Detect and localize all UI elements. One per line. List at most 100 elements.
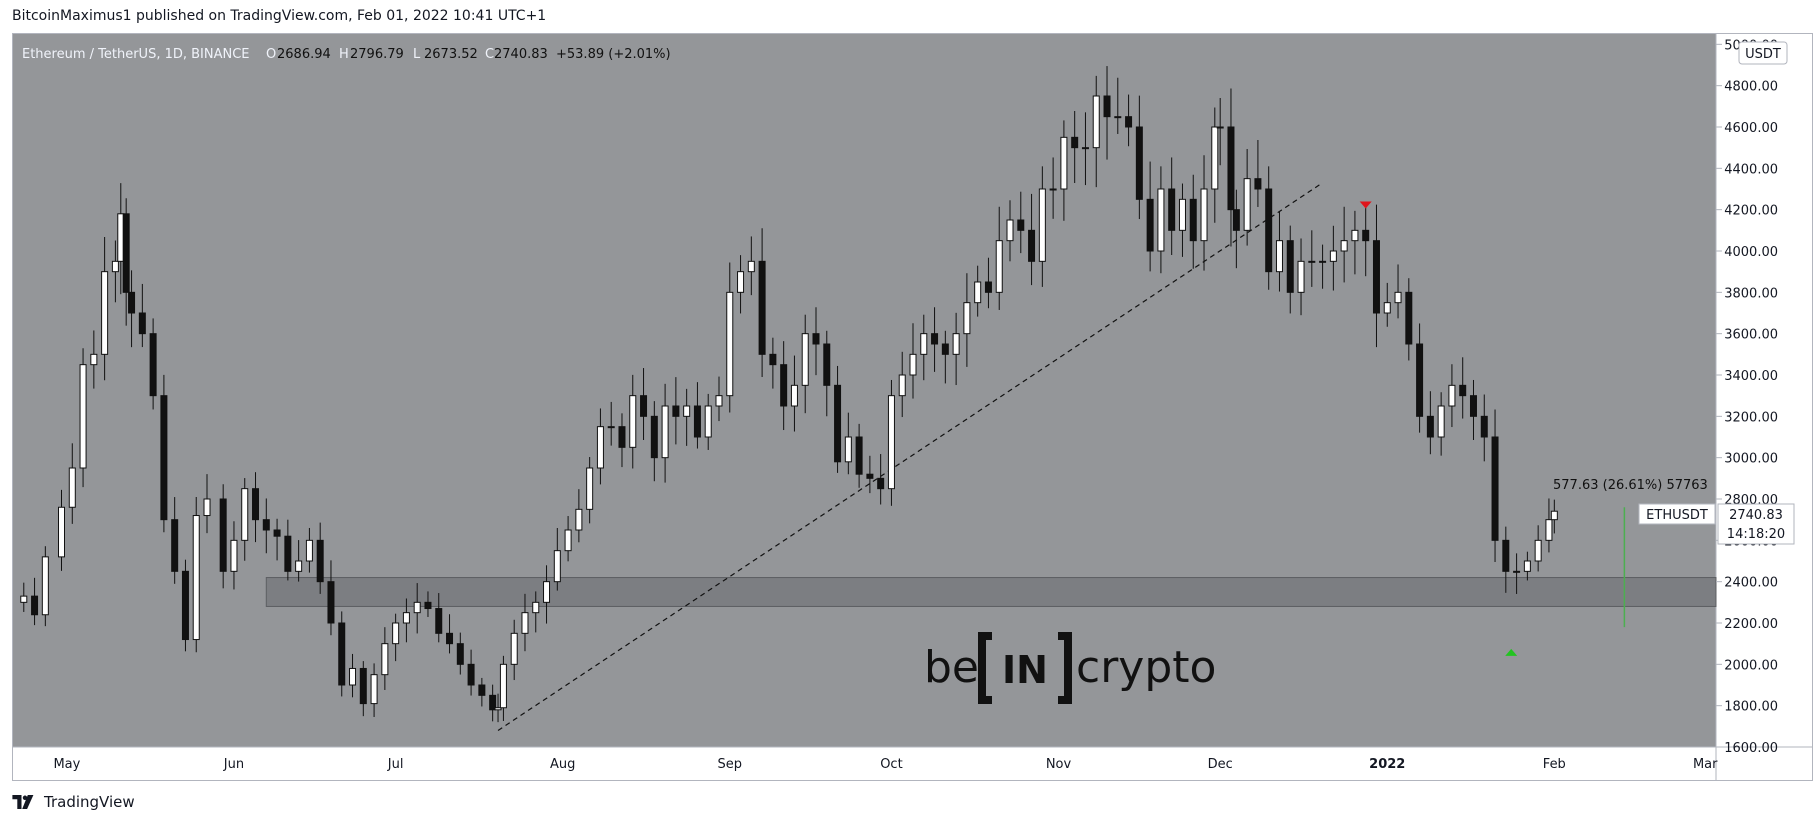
last-price-value: 2740.83 xyxy=(1729,508,1783,523)
candle-up xyxy=(203,498,211,517)
candle-up xyxy=(1038,188,1046,262)
candle-down xyxy=(316,539,324,583)
candle-up xyxy=(521,612,529,634)
legend-o-key: O xyxy=(266,47,276,62)
candle-down xyxy=(1232,209,1240,231)
tradingview-brand-text: TradingView xyxy=(44,793,135,811)
candle-down xyxy=(1135,126,1143,200)
month-tick-label: 2022 xyxy=(1369,757,1405,772)
candle-down xyxy=(171,519,179,572)
legend-c-key: C xyxy=(485,47,494,62)
candle-up xyxy=(510,632,518,665)
candle-up xyxy=(1200,188,1208,242)
candle-up xyxy=(499,663,507,709)
candle-up xyxy=(494,707,502,711)
candle-up xyxy=(790,384,798,407)
legend-o-value: 2686.94 xyxy=(277,47,331,62)
candle-down xyxy=(640,395,648,417)
candle-down xyxy=(812,333,820,345)
candle-up xyxy=(920,333,928,355)
red-down-arrow xyxy=(1359,201,1372,209)
support-zone xyxy=(265,577,1717,607)
watermark-be: be xyxy=(924,642,979,693)
candle-down xyxy=(941,343,949,355)
candle-up xyxy=(1092,95,1100,149)
candle-up xyxy=(1394,291,1402,304)
candle-down xyxy=(446,632,454,645)
time-axis[interactable]: May Jun Jul Aug Sep Oct Nov Dec 2022 Feb Mar xyxy=(53,757,1718,772)
candle-up xyxy=(586,467,594,510)
measure-label: 577.63 (26.61%) 57763 xyxy=(1553,478,1708,493)
candle-up xyxy=(402,612,410,624)
candle-up xyxy=(1351,229,1359,242)
ohlc-legend: Ethereum / TetherUS, 1D, BINANCE O 2686.… xyxy=(22,47,671,62)
candle-up xyxy=(532,601,540,614)
candle-down xyxy=(1254,178,1262,190)
candle-down xyxy=(1502,539,1510,572)
month-tick-label: Feb xyxy=(1543,757,1566,772)
price-axis[interactable]: 5000.004800.004600.004400.004200.004000.… xyxy=(1716,38,1778,756)
beincrypto-watermark: be IN crypto xyxy=(924,632,1216,704)
month-tick-label: May xyxy=(53,757,80,772)
legend-l-key: L xyxy=(413,47,421,62)
candle-up xyxy=(629,395,637,448)
candle-down xyxy=(1459,384,1467,397)
candle-up xyxy=(844,436,852,463)
candle-up xyxy=(1319,260,1327,263)
candle-down xyxy=(1017,219,1025,231)
legend-change: +53.89 (+2.01%) xyxy=(556,47,671,62)
candle-up xyxy=(974,281,982,304)
candle-up xyxy=(1157,188,1165,252)
countdown-value: 14:18:20 xyxy=(1727,527,1785,542)
candle-up xyxy=(1211,126,1219,190)
candle-down xyxy=(1362,229,1370,242)
month-tick-label: Dec xyxy=(1208,757,1233,772)
candle-down xyxy=(149,333,157,397)
candle-down xyxy=(1426,415,1434,438)
candle-down xyxy=(1103,95,1111,118)
candle-down xyxy=(672,405,680,417)
candle-down xyxy=(1146,198,1154,252)
candle-up xyxy=(79,364,87,469)
candle-up xyxy=(715,395,723,407)
currency-badge[interactable]: USDT xyxy=(1738,41,1788,65)
candle-down xyxy=(181,570,189,641)
candle-down xyxy=(855,436,863,475)
candle-up xyxy=(1340,240,1348,252)
month-tick-label: Jun xyxy=(223,757,244,772)
candle-up xyxy=(887,395,895,490)
candle-up xyxy=(20,595,28,603)
candle-up xyxy=(192,515,200,641)
candle-up xyxy=(543,581,551,603)
price-tick-label: 2000.00 xyxy=(1724,658,1778,673)
candle-up xyxy=(1550,510,1558,521)
tradingview-brand[interactable]: TradingView xyxy=(12,793,135,811)
price-tick-label: 4600.00 xyxy=(1724,121,1778,136)
candle-up xyxy=(1513,570,1521,573)
candle-down xyxy=(359,667,367,705)
price-tick-label: 3200.00 xyxy=(1724,410,1778,425)
candle-down xyxy=(618,426,626,448)
candle-up xyxy=(952,333,960,355)
candle-down xyxy=(693,405,701,438)
candle-up xyxy=(704,405,712,438)
published-by-line: BitcoinMaximus1 published on TradingView… xyxy=(12,8,547,24)
candle-down xyxy=(1227,126,1235,211)
price-tick-label: 1800.00 xyxy=(1724,700,1778,715)
symbol-tag-label: ETHUSDT xyxy=(1646,508,1708,523)
candle-up xyxy=(241,488,249,541)
price-tick-label: 3000.00 xyxy=(1724,452,1778,467)
price-tick-label: 3800.00 xyxy=(1724,286,1778,301)
ascending-trendline xyxy=(497,182,1323,731)
candle-down xyxy=(1416,343,1424,417)
candle-up xyxy=(607,426,615,429)
plot-background[interactable] xyxy=(13,34,1716,747)
candle-up xyxy=(1329,250,1337,262)
candle-up xyxy=(349,667,357,686)
candle-up xyxy=(1448,384,1456,407)
candle-down xyxy=(31,595,39,616)
green-up-arrow xyxy=(1505,648,1518,656)
legend-c-value: 2740.83 xyxy=(494,47,548,62)
candle-up xyxy=(381,643,389,676)
